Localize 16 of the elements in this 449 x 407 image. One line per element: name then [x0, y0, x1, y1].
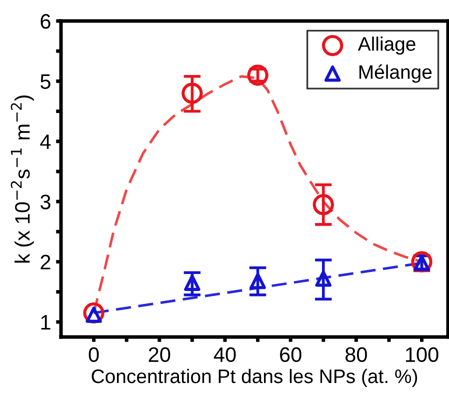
- legend-label: Alliage: [358, 36, 416, 55]
- y-tick-label: 4: [40, 134, 51, 149]
- y-tick-label: 5: [40, 74, 50, 89]
- y-tick-label: 1: [41, 315, 50, 330]
- x-tick-label: 20: [148, 347, 170, 362]
- y-axis-title: k (x 10$^{−2}$s$^{−1}$ m$^{−2}$): [10, 95, 34, 263]
- x-tick-label: 80: [345, 347, 367, 362]
- x-tick-label: 40: [214, 347, 236, 362]
- x-tick-label: 60: [280, 347, 302, 362]
- x-tick-label: 100: [406, 347, 438, 362]
- y-tick-label: 3: [40, 194, 50, 210]
- y-tick-label: 6: [40, 14, 50, 29]
- y-tick-label: 2: [40, 254, 50, 270]
- x-tick-label: 0: [88, 347, 99, 362]
- x-axis-title: Concentration Pt dans les NPs (at. %): [92, 368, 418, 388]
- legend-label: Mélange: [359, 64, 432, 83]
